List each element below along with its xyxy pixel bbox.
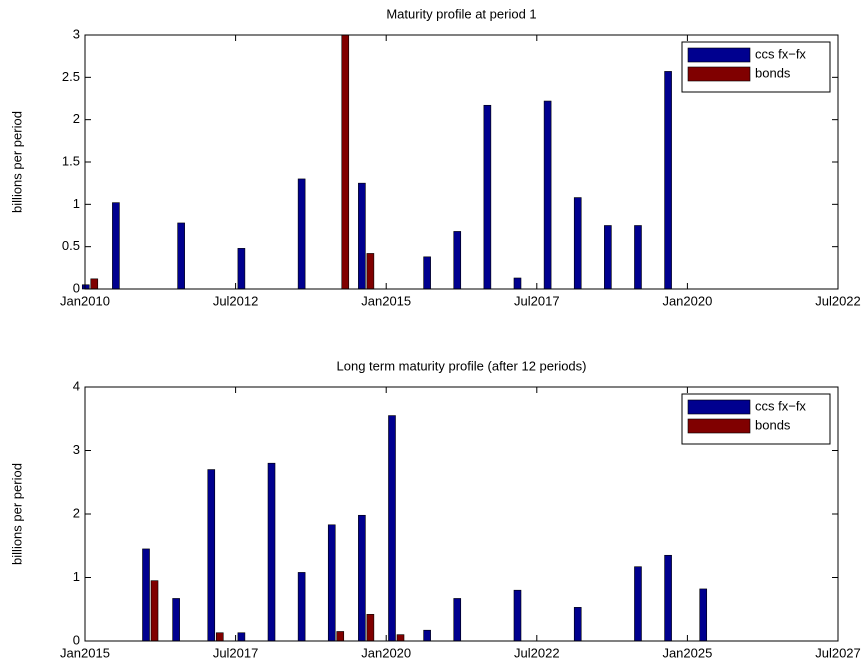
bar — [237, 632, 246, 642]
x-tick-label: Jan2020 — [662, 293, 712, 308]
chart-title: Long term maturity profile (after 12 per… — [337, 358, 587, 373]
x-tick-label: Jan2025 — [662, 645, 712, 660]
bar — [112, 202, 120, 290]
y-tick-label: 1 — [73, 196, 80, 211]
legend-swatch — [687, 47, 751, 63]
x-tick-label: Jul2022 — [815, 293, 861, 308]
bar — [453, 231, 462, 290]
bar — [664, 554, 672, 642]
bar — [358, 182, 366, 290]
y-tick-label: 1.5 — [62, 153, 80, 168]
bar — [336, 631, 345, 642]
bar — [327, 524, 336, 642]
chart-title: Maturity profile at period 1 — [386, 6, 536, 21]
bar — [90, 278, 99, 290]
bar — [604, 225, 612, 290]
bar — [341, 34, 350, 290]
x-tick-label: Jul2027 — [815, 645, 861, 660]
x-tick-label: Jan2015 — [361, 293, 411, 308]
legend-label: bonds — [755, 417, 791, 432]
bar — [297, 178, 306, 290]
bar — [423, 629, 431, 642]
y-tick-label: 2 — [73, 111, 80, 126]
bar — [150, 580, 159, 642]
bar — [388, 415, 396, 642]
bar — [634, 566, 642, 642]
bar — [543, 100, 552, 290]
x-tick-label: Jul2022 — [514, 645, 560, 660]
x-tick-label: Jan2010 — [60, 293, 110, 308]
x-tick-label: Jul2012 — [213, 293, 259, 308]
x-tick-label: Jan2020 — [361, 645, 411, 660]
legend-label: bonds — [755, 65, 791, 80]
bar — [172, 598, 180, 642]
axes-box — [84, 34, 839, 290]
bar — [573, 197, 582, 290]
bar — [297, 572, 306, 642]
y-axis-label: billions per period — [9, 463, 24, 565]
legend-swatch — [687, 66, 751, 82]
bar — [207, 469, 216, 642]
axes-box — [84, 386, 839, 642]
y-tick-label: 0 — [73, 280, 80, 295]
y-tick-label: 0.5 — [62, 238, 80, 253]
bar — [267, 462, 276, 642]
y-tick-label: 1 — [73, 569, 80, 584]
bar — [513, 589, 522, 642]
y-tick-label: 4 — [73, 378, 80, 393]
bar — [366, 253, 375, 290]
bar — [396, 634, 405, 642]
bar — [358, 514, 366, 642]
x-tick-label: Jul2017 — [514, 293, 560, 308]
y-tick-label: 2 — [73, 505, 80, 520]
y-tick-label: 0 — [73, 632, 80, 647]
bar — [215, 632, 224, 642]
legend-label: ccs fx−fx — [755, 46, 806, 61]
bar — [81, 284, 90, 290]
bar — [423, 256, 431, 290]
bar — [453, 598, 462, 642]
legend-label: ccs fx−fx — [755, 398, 806, 413]
bar — [142, 548, 150, 642]
y-tick-label: 3 — [73, 442, 80, 457]
bar — [699, 588, 708, 642]
bar — [664, 71, 672, 290]
bar — [513, 277, 522, 290]
y-tick-label: 3 — [73, 26, 80, 41]
y-axis-label: billions per period — [9, 111, 24, 213]
bar — [177, 222, 185, 290]
legend-swatch — [687, 418, 751, 434]
y-tick-label: 2.5 — [62, 69, 80, 84]
bar — [237, 248, 246, 290]
x-tick-label: Jul2017 — [213, 645, 259, 660]
bar — [483, 104, 492, 290]
bar — [634, 225, 642, 290]
x-tick-label: Jan2015 — [60, 645, 110, 660]
legend-swatch — [687, 399, 751, 415]
bar — [366, 614, 375, 642]
bar — [573, 607, 582, 642]
